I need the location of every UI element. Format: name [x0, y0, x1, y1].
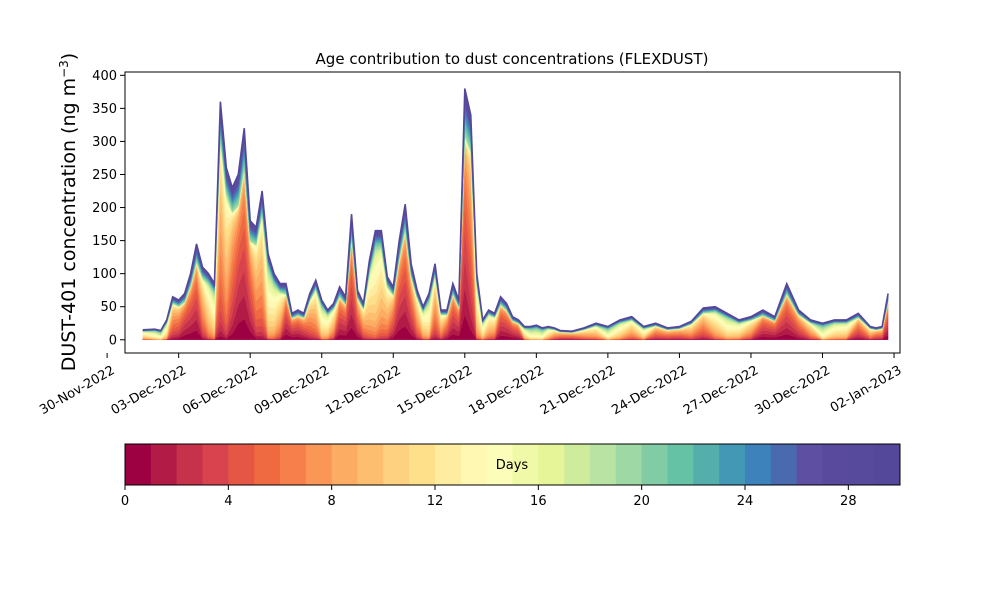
colorbar-segment [538, 444, 565, 485]
colorbar-segment [435, 444, 462, 485]
colorbar-tick-label: 12 [427, 494, 444, 509]
x-tick-label: 21-Dec-2022 [538, 363, 618, 418]
y-tick-label: 0 [109, 333, 117, 348]
x-tick-label: 03-Dec-2022 [109, 363, 189, 418]
colorbar [125, 444, 901, 485]
y-tick-label: 50 [100, 300, 117, 315]
y-tick-label: 100 [92, 267, 117, 282]
colorbar-tick-label: 20 [633, 494, 650, 509]
y-tick-label: 150 [92, 234, 117, 249]
colorbar-segment [460, 444, 488, 485]
colorbar-frame [124, 443, 901, 486]
x-tick-label: 09-Dec-2022 [252, 363, 332, 418]
y-tick-label: 350 [92, 102, 117, 117]
x-tick-label: 27-Dec-2022 [681, 363, 761, 418]
colorbar-segment [874, 444, 901, 485]
y-axis-label-close: ) [58, 53, 80, 60]
x-tick-label: 06-Dec-2022 [180, 363, 260, 418]
colorbar-segment [564, 444, 591, 485]
colorbar-tick-label: 8 [328, 494, 336, 509]
colorbar-tick-label: 0 [121, 494, 129, 509]
colorbar-segment [228, 444, 255, 485]
y-axis-label-superscript: −3 [57, 60, 71, 78]
colorbar-tick-label: 28 [840, 494, 857, 509]
colorbar-segment [331, 444, 358, 485]
chart-title: Age contribution to dust concentrations … [316, 50, 709, 68]
x-tick-label: 18-Dec-2022 [466, 363, 546, 418]
colorbar-segment [150, 444, 178, 485]
colorbar-segment [770, 444, 798, 485]
colorbar-segment [615, 444, 643, 485]
colorbar-segment [848, 444, 875, 485]
colorbar-segment [641, 444, 668, 485]
x-tick-label: 15-Dec-2022 [395, 363, 475, 418]
x-tick-label: 02-Jan-2023 [828, 363, 905, 416]
colorbar-segment [719, 444, 746, 485]
colorbar-segment [486, 444, 513, 485]
y-tick-label: 200 [92, 201, 117, 216]
colorbar-segment [357, 444, 384, 485]
colorbar-segment [305, 444, 333, 485]
colorbar-tick-label: 16 [530, 494, 547, 509]
y-tick-label: 250 [92, 168, 117, 183]
colorbar-segment [667, 444, 694, 485]
x-tick-label: 12-Dec-2022 [323, 363, 403, 418]
colorbar-segment [796, 444, 823, 485]
colorbar-tick-label: 4 [224, 494, 232, 509]
y-tick-label: 300 [92, 135, 117, 150]
x-tick-label: 30-Dec-2022 [753, 363, 833, 418]
x-axis-ticks: 30-Nov-202203-Dec-202206-Dec-202209-Dec-… [37, 353, 904, 418]
colorbar-segment [176, 444, 203, 485]
colorbar-tick-label: 24 [737, 494, 754, 509]
colorbar-segment [693, 444, 720, 485]
colorbar-segment [512, 444, 539, 485]
colorbar-label: Days [496, 458, 529, 473]
colorbar-segment [383, 444, 410, 485]
colorbar-ticks: 0 4 8 12 16 20 24 28 [121, 485, 857, 509]
y-tick-label: 400 [92, 69, 117, 84]
plot-area [142, 88, 889, 340]
total-concentration-line [142, 88, 889, 332]
plot-frame [124, 71, 901, 354]
x-tick-label: 24-Dec-2022 [609, 363, 689, 418]
colorbar-segment [202, 444, 229, 485]
colorbar-segment [590, 444, 617, 485]
colorbar-segment [822, 444, 849, 485]
colorbar-segment [125, 444, 152, 485]
y-axis-label: DUST-401 concentration (ng m−3) [57, 53, 80, 371]
y-axis-ticks: 0 50 100 150 200 250 300 350 400 [92, 69, 125, 348]
y-axis-label-main: DUST-401 concentration (ng m [58, 78, 80, 371]
colorbar-segment [745, 444, 772, 485]
colorbar-segment [409, 444, 436, 485]
colorbar-segment [280, 444, 307, 485]
colorbar-segment [254, 444, 281, 485]
